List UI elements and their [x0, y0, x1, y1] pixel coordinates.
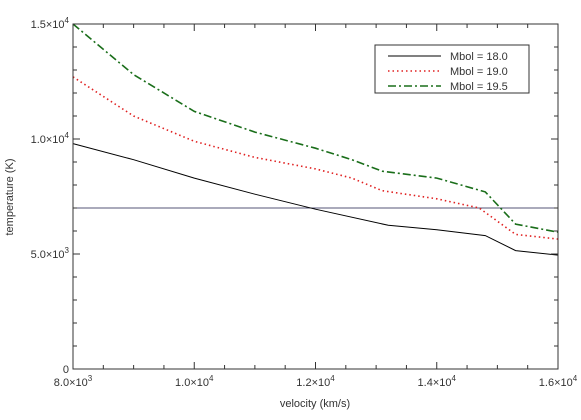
y-tick-label: 5.0×103 [31, 246, 70, 261]
y-tick-label: 1.0×104 [31, 131, 70, 146]
legend-box [374, 44, 530, 94]
x-axis-label: velocity (km/s) [280, 398, 350, 410]
series-layer [72, 23, 559, 256]
x-tick-label: 1.2×104 [296, 374, 335, 389]
x-tick-label: 1.0×104 [175, 374, 214, 389]
x-tick-label: 1.4×104 [418, 374, 457, 389]
legend-label-2: Mbol = 19.0 [450, 66, 508, 78]
legend-label-3: Mbol = 19.5 [450, 81, 508, 93]
y-tick-label: 0 [63, 364, 69, 376]
legend: Mbol = 18.0 Mbol = 19.0 Mbol = 19.5 [374, 44, 530, 94]
series-line-2 [72, 76, 559, 240]
x-tick-label: 1.6×104 [539, 374, 578, 389]
series-line-1 [72, 143, 559, 256]
y-tick-label: 1.5×104 [31, 16, 70, 31]
ticks-layer: 8.0×103 1.0×104 1.2×104 1.4×104 1.6×104 0 5.0×… [31, 16, 578, 389]
series-line-3 [72, 23, 559, 233]
x-tick-label: 8.0×103 [54, 374, 93, 389]
legend-label-1: Mbol = 18.0 [450, 51, 508, 63]
y-axis-label: temperature (K) [4, 158, 16, 235]
